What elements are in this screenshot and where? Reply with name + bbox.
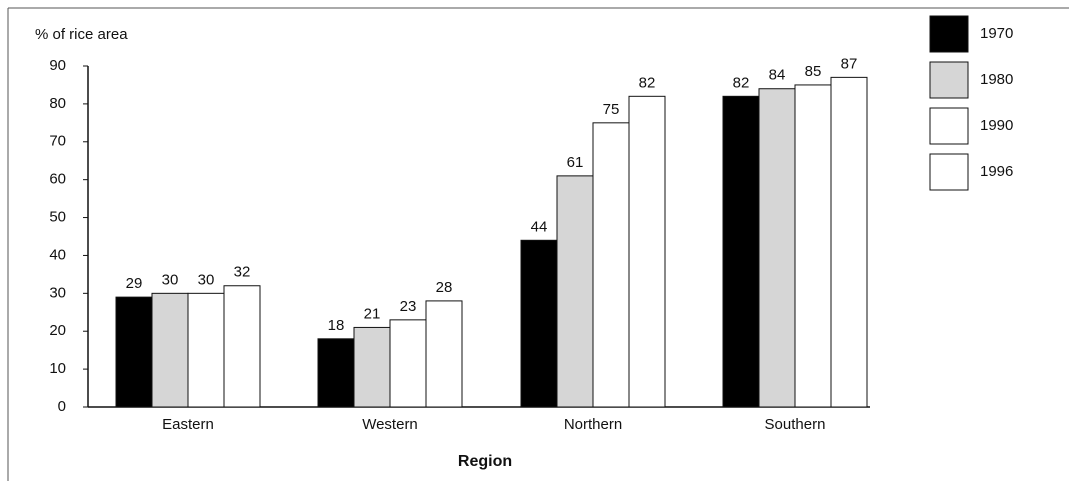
- bar: [354, 327, 390, 407]
- y-axis-label: % of rice area: [35, 26, 128, 43]
- bar: [116, 297, 152, 407]
- x-tick-label: Southern: [765, 416, 826, 433]
- value-label: 28: [436, 279, 453, 296]
- value-label: 75: [603, 101, 620, 118]
- bar: [759, 89, 795, 407]
- legend-swatch: [930, 154, 968, 190]
- y-tick-label: 80: [49, 95, 66, 112]
- bar: [629, 96, 665, 407]
- value-label: 23: [400, 298, 417, 315]
- x-tick-label: Western: [362, 416, 418, 433]
- bar: [723, 96, 759, 407]
- value-label: 30: [198, 271, 215, 288]
- y-tick-label: 90: [49, 57, 66, 74]
- bar: [152, 293, 188, 407]
- page: {"chart_data": {"type": "bar", "y_label"…: [0, 0, 1069, 481]
- legend-label: 1970: [980, 25, 1013, 42]
- legend-label: 1996: [980, 163, 1013, 180]
- bar: [224, 286, 260, 407]
- y-tick-label: 40: [49, 246, 66, 263]
- y-tick-label: 0: [58, 398, 66, 415]
- legend-swatch: [930, 62, 968, 98]
- bar: [831, 77, 867, 407]
- value-label: 82: [639, 74, 656, 91]
- value-label: 84: [769, 67, 786, 84]
- y-tick-label: 10: [49, 360, 66, 377]
- y-tick-label: 60: [49, 171, 66, 188]
- value-label: 44: [531, 218, 548, 235]
- bar: [318, 339, 354, 407]
- x-axis-label: Region: [458, 453, 512, 470]
- bar: [390, 320, 426, 407]
- value-label: 18: [328, 317, 345, 334]
- value-label: 32: [234, 264, 251, 281]
- bar: [795, 85, 831, 407]
- value-label: 29: [126, 275, 143, 292]
- value-label: 21: [364, 305, 381, 322]
- legend-label: 1980: [980, 71, 1013, 88]
- legend-swatch: [930, 108, 968, 144]
- bar: [426, 301, 462, 407]
- value-label: 30: [162, 271, 179, 288]
- value-label: 61: [567, 154, 584, 171]
- chart: % of rice area Region 0 10 20 30 40 50 60 70 80 9…: [0, 0, 1069, 481]
- legend-label: 1990: [980, 117, 1013, 134]
- bar: [521, 240, 557, 407]
- bar: [557, 176, 593, 407]
- y-tick-label: 20: [49, 322, 66, 339]
- value-label: 82: [733, 74, 750, 91]
- bar: [593, 123, 629, 407]
- value-label: 87: [841, 55, 858, 72]
- y-tick-label: 50: [49, 209, 66, 226]
- x-tick-label: Eastern: [162, 416, 214, 433]
- value-label: 85: [805, 63, 822, 80]
- legend-swatch: [930, 16, 968, 52]
- bar: [188, 293, 224, 407]
- y-tick-label: 70: [49, 133, 66, 150]
- x-tick-label: Northern: [564, 416, 622, 433]
- y-tick-label: 30: [49, 284, 66, 301]
